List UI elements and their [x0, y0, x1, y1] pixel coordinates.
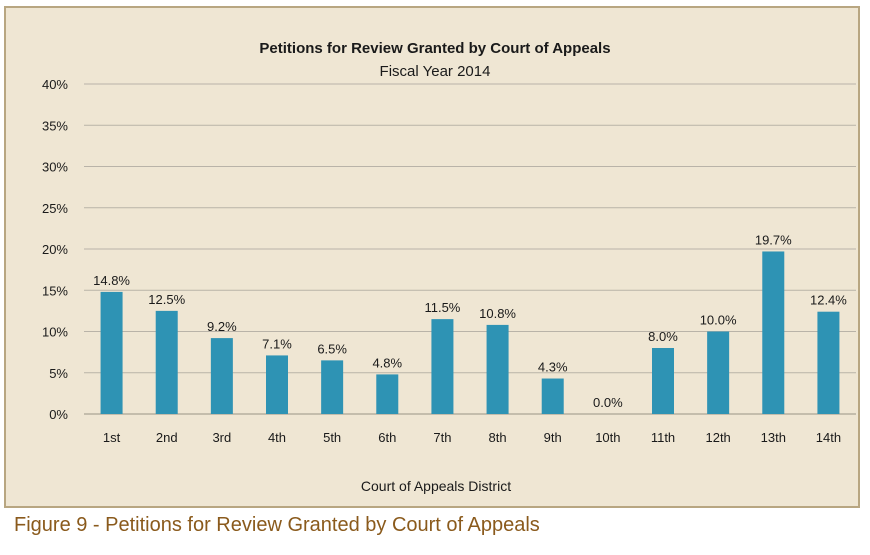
- y-tick-label: 40%: [42, 77, 68, 92]
- x-tick-label: 12th: [705, 430, 730, 445]
- bar: [155, 310, 178, 414]
- data-label: 9.2%: [207, 319, 237, 334]
- data-label: 19.7%: [755, 232, 792, 247]
- bar: [321, 360, 344, 414]
- x-axis-title: Court of Appeals District: [361, 478, 511, 494]
- data-label: 12.4%: [810, 293, 847, 308]
- bar: [762, 251, 785, 414]
- x-tick-label: 1st: [103, 430, 121, 445]
- data-label: 7.1%: [262, 336, 292, 351]
- x-axis-tick-labels: 1st 2nd 3rd 4th 5th 6th 7th 8th 9th 10th 11th 12th 1…: [103, 430, 841, 445]
- y-tick-label: 35%: [42, 118, 68, 133]
- x-tick-label: 3rd: [212, 430, 231, 445]
- gridlines: [84, 83, 856, 415]
- data-label: 14.8%: [93, 273, 130, 288]
- x-tick-label: 9th: [544, 430, 562, 445]
- x-tick-label: 5th: [323, 430, 341, 445]
- chart-title: Petitions for Review Granted by Court of…: [259, 40, 610, 57]
- data-label: 8.0%: [648, 329, 678, 344]
- bar: [210, 338, 233, 414]
- x-tick-label: 7th: [433, 430, 451, 445]
- data-label: 11.5%: [424, 300, 460, 315]
- y-tick-label: 20%: [42, 242, 68, 257]
- x-tick-label: 2nd: [156, 430, 178, 445]
- y-tick-label: 25%: [42, 201, 68, 216]
- chart-frame: [4, 6, 860, 508]
- bars: [100, 251, 840, 414]
- chart-subtitle: Fiscal Year 2014: [380, 63, 491, 80]
- bar-chart: Petitions for Review Granted by Court of…: [42, 40, 856, 494]
- x-tick-label: 10th: [595, 430, 620, 445]
- data-label: 4.3%: [538, 360, 568, 375]
- bar: [266, 355, 288, 414]
- data-label: 0.0%: [593, 395, 623, 410]
- x-tick-label: 11th: [651, 430, 675, 445]
- bar: [652, 348, 674, 414]
- y-tick-label: 5%: [49, 366, 68, 381]
- bar: [486, 324, 509, 414]
- bar: [376, 374, 399, 414]
- data-label: 10.8%: [479, 306, 516, 321]
- bar: [707, 331, 730, 414]
- data-label: 4.8%: [372, 355, 402, 370]
- data-label: 6.5%: [317, 341, 347, 356]
- x-tick-label: 8th: [489, 430, 507, 445]
- x-tick-label: 14th: [816, 430, 841, 445]
- data-labels: 14.8% 12.5% 9.2% 7.1% 6.5% 4.8% 11.5% 10.8% 4.3%…: [93, 232, 847, 410]
- x-tick-label: 13th: [761, 430, 786, 445]
- data-label: 10.0%: [700, 313, 737, 328]
- y-tick-label: 15%: [42, 283, 68, 298]
- bar: [431, 319, 454, 414]
- y-tick-label: 10%: [42, 325, 68, 340]
- bar: [817, 311, 840, 414]
- x-tick-label: 4th: [268, 430, 286, 445]
- y-tick-label: 0%: [49, 407, 68, 422]
- bar: [100, 291, 123, 414]
- data-label: 12.5%: [148, 292, 185, 307]
- bar: [541, 378, 564, 414]
- y-tick-label: 30%: [42, 160, 68, 175]
- figure-caption: Figure 9 - Petitions for Review Granted …: [14, 514, 540, 536]
- x-tick-label: 6th: [378, 430, 396, 445]
- y-axis-tick-labels: 0% 5% 10% 15% 20% 25% 30% 35% 40%: [42, 77, 68, 422]
